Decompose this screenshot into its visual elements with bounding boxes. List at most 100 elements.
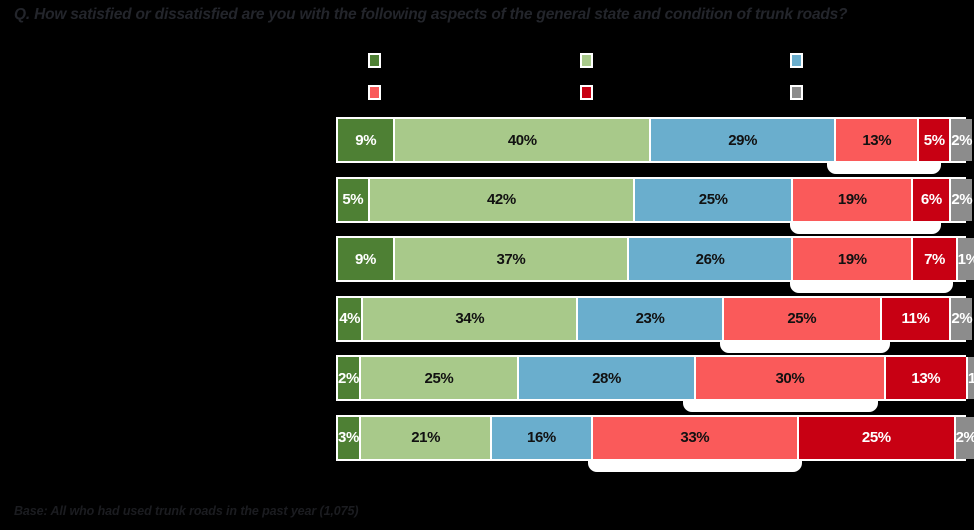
bar-segment[interactable]: 2% [955,416,974,459]
bar-segment[interactable]: 2% [338,357,361,399]
bar-segment[interactable]: 30% [696,357,886,399]
bar-row: 9% 37% 26% 19% 7% 1% [336,236,974,293]
bar-segment[interactable]: 1% [957,238,974,280]
legend-swatch-icon [580,53,593,68]
bar-segment[interactable]: 2% [951,297,973,340]
stacked-bar-track: 4% 34% 23% 25% 11% 2% [336,295,973,342]
bar-segment-label: 28% [592,369,621,387]
bar-segment[interactable]: 5% [338,178,370,221]
bar-segment[interactable]: 40% [395,119,651,161]
legend-item-neither[interactable] [790,53,810,68]
bar-segment-label: 1% [957,250,974,268]
stacked-bar-track: 9% 37% 26% 19% 7% 1% [336,236,974,282]
bar-segment-label: 19% [837,250,867,268]
bar-segment-label: 13% [862,131,892,149]
bar-segment[interactable]: 25% [799,416,956,459]
base-note: Base: All who had used trunk roads in th… [14,504,359,518]
bar-segment[interactable]: 21% [360,416,493,459]
bar-segment-label: 23% [635,310,665,327]
bar-segment-label: 7% [924,250,945,268]
stacked-bar-chart: 9% 40% 29% 13% 5% 2% 5% 42% 25% 19% 6% 2% 9% 37% 26% 19… [336,117,974,472]
bar-segment[interactable]: 25% [723,297,882,340]
legend-swatch-icon [368,53,381,68]
bar-segment[interactable]: 9% [338,238,395,280]
legend-swatch-icon [368,85,381,100]
bar-segment[interactable]: 9% [338,119,396,161]
bar-segment[interactable]: 19% [793,178,914,221]
bar-segment-label: 25% [424,369,454,387]
bar-segment-label: 25% [698,191,728,208]
bar-segment[interactable]: 7% [913,238,958,280]
bar-segment-label: 30% [775,369,805,387]
bar-segment[interactable]: 26% [628,238,794,280]
bar-segment-label: 29% [728,131,758,149]
bar-segment[interactable]: 28% [518,357,697,399]
bar-segment-label: 11% [901,310,930,327]
bar-segment[interactable]: 23% [578,297,724,340]
bar-segment[interactable]: 4% [338,297,364,340]
legend-swatch-icon [790,85,803,100]
dissatisfied-bracket [720,341,891,353]
bar-segment[interactable]: 11% [881,297,952,340]
legend-item-dont-know[interactable] [790,85,810,100]
bar-row: 3% 21% 16% 33% 25% 2% [336,414,974,472]
bar-segment[interactable]: 34% [363,297,579,340]
bar-segment[interactable]: 25% [360,357,519,399]
bar-segment-label: 6% [920,191,942,208]
bar-segment[interactable]: 13% [885,357,968,399]
chart-legend [336,53,966,105]
bar-segment-label: 37% [496,250,526,268]
bar-row: 9% 40% 29% 13% 5% 2% [336,117,972,174]
bar-row: 4% 34% 23% 25% 11% 2% [336,295,973,353]
page-title: Q. How satisfied or dissatisfied are you… [14,6,848,23]
legend-swatch-icon [580,85,593,100]
bar-segment[interactable]: 3% [338,416,361,459]
bar-segment-label: 33% [680,429,710,446]
bar-segment[interactable]: 2% [951,178,973,221]
bar-segment-label: 2% [338,369,359,387]
bar-segment-label: 40% [507,131,537,149]
stacked-bar-track: 5% 42% 25% 19% 6% 2% [336,176,973,223]
bar-segment[interactable]: 16% [492,416,593,459]
bar-segment-label: 5% [923,131,945,149]
bar-segment-label: 19% [837,191,867,208]
dissatisfied-bracket [588,460,803,472]
legend-swatch-icon [790,53,803,68]
legend-item-very-satisfied[interactable] [368,53,388,68]
stacked-bar-track: 2% 25% 28% 30% 13% 1% [336,355,974,401]
bar-segment-label: 13% [911,369,941,387]
bar-segment-label: 25% [787,310,817,327]
legend-item-very-dissatisfied[interactable] [580,85,600,100]
stacked-bar-track: 9% 40% 29% 13% 5% 2% [336,117,972,163]
bar-segment[interactable]: 37% [394,238,629,280]
bar-segment-label: 9% [355,250,376,268]
bar-segment-label: 42% [486,191,516,208]
bar-segment[interactable]: 29% [650,119,837,161]
legend-item-fairly-satisfied[interactable] [580,53,600,68]
bar-segment-label: 9% [355,131,377,149]
legend-item-fairly-dissatisfied[interactable] [368,85,388,100]
dissatisfied-bracket [682,401,878,412]
bar-segment-label: 16% [527,429,556,446]
bar-segment-label: 2% [951,131,973,149]
bar-segment[interactable]: 1% [967,357,974,399]
bar-segment[interactable]: 19% [793,238,914,280]
dissatisfied-bracket [789,222,941,234]
bar-segment[interactable]: 42% [369,178,636,221]
bar-segment[interactable]: 25% [635,178,794,221]
bar-segment-label: 34% [455,310,485,327]
bar-segment-label: 26% [695,250,725,268]
bar-segment-label: 21% [411,429,441,446]
bar-segment[interactable]: 6% [913,178,952,221]
bar-segment-label: 4% [339,310,361,327]
bar-row: 5% 42% 25% 19% 6% 2% [336,176,973,234]
bar-segment[interactable]: 2% [951,119,972,161]
bar-segment-label: 5% [342,191,364,208]
bar-segment-label: 25% [861,429,891,446]
bar-segment[interactable]: 5% [919,119,952,161]
stacked-bar-track: 3% 21% 16% 33% 25% 2% [336,414,974,461]
bar-segment-label: 1% [967,369,974,387]
bar-segment[interactable]: 13% [836,119,920,161]
dissatisfied-bracket [827,163,941,174]
bar-segment[interactable]: 33% [592,416,800,459]
